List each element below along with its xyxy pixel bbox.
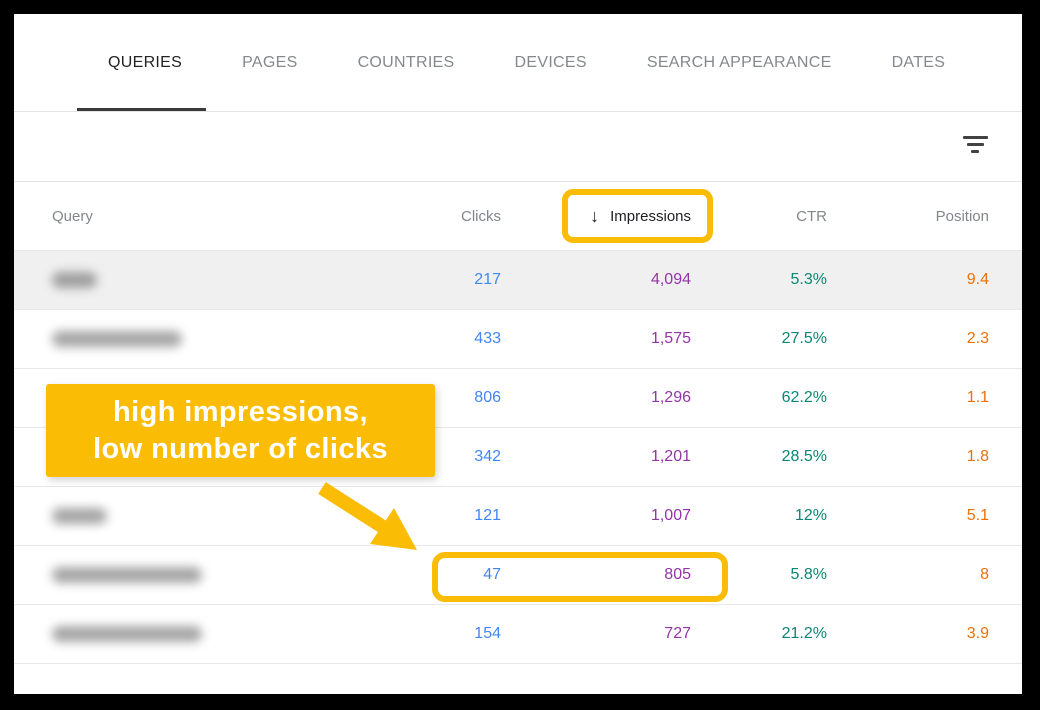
position-cell: 1.8 <box>966 448 989 465</box>
ctr-cell: 5.3% <box>790 271 827 288</box>
ctr-cell: 27.5% <box>781 330 827 347</box>
redacted-query-text <box>52 508 107 524</box>
table-row[interactable]: 121 1,007 12% 5.1 <box>14 487 1022 546</box>
tab-devices[interactable]: DEVICES <box>514 53 587 71</box>
query-cell <box>52 508 381 524</box>
query-cell <box>52 331 381 347</box>
report-tabs: QUERIES PAGES COUNTRIES DEVICES SEARCH APPEA… <box>14 14 1022 112</box>
table-toolbar <box>14 112 1022 182</box>
position-cell: 9.4 <box>966 271 989 288</box>
table-row[interactable]: 217 4,094 5.3% 9.4 <box>14 251 1022 310</box>
tab-pages[interactable]: PAGES <box>242 53 298 71</box>
clicks-cell: 806 <box>474 389 501 406</box>
redacted-query-text <box>52 626 202 642</box>
table-body: 217 4,094 5.3% 9.4 433 1,575 27.5% 2.3 8… <box>14 251 1022 664</box>
position-cell: 3.9 <box>966 625 989 642</box>
clicks-cell: 217 <box>474 271 501 288</box>
tab-queries[interactable]: QUERIES <box>108 53 183 71</box>
clicks-cell: 433 <box>474 330 501 347</box>
column-header-impressions-label: Impressions <box>610 207 691 225</box>
tab-countries[interactable]: COUNTRIES <box>357 53 455 71</box>
ctr-cell: 28.5% <box>781 448 827 465</box>
clicks-cell: 154 <box>474 625 501 642</box>
impressions-cell: 1,007 <box>650 507 691 524</box>
redacted-query-text <box>52 567 202 583</box>
active-tab-indicator <box>77 108 206 111</box>
column-header-query[interactable]: Query <box>52 207 93 225</box>
redacted-query-text <box>52 331 182 347</box>
table-header-row: Query Clicks ↓ Impressions CTR Position <box>14 182 1022 251</box>
position-cell: 8 <box>980 566 989 583</box>
table-row[interactable]: 47 805 5.8% 8 <box>14 546 1022 605</box>
sort-descending-icon: ↓ <box>590 205 600 226</box>
tab-search-appearance[interactable]: SEARCH APPEARANCE <box>646 53 832 71</box>
table-row[interactable]: 806 1,296 62.2% 1.1 <box>14 369 1022 428</box>
ctr-cell: 5.8% <box>790 566 827 583</box>
impressions-cell: 1,575 <box>650 330 691 347</box>
annotation-line-1: high impressions, <box>113 395 368 428</box>
query-cell <box>52 272 381 288</box>
clicks-cell: 342 <box>474 448 501 465</box>
impressions-cell: 727 <box>664 625 691 642</box>
annotation-callout: high impressions, low number of clicks <box>46 384 435 477</box>
impressions-cell: 805 <box>664 566 691 583</box>
ctr-cell: 62.2% <box>781 389 827 406</box>
column-header-clicks[interactable]: Clicks <box>461 207 501 225</box>
column-header-impressions[interactable]: ↓ Impressions <box>501 206 691 227</box>
position-cell: 1.1 <box>966 389 989 406</box>
query-cell <box>52 567 381 583</box>
clicks-cell: 47 <box>483 566 501 583</box>
tab-dates[interactable]: DATES <box>891 53 946 71</box>
search-console-panel: QUERIES PAGES COUNTRIES DEVICES SEARCH APPEA… <box>14 14 1022 694</box>
query-cell <box>52 626 381 642</box>
clicks-cell: 121 <box>474 507 501 524</box>
annotation-line-2: low number of clicks <box>93 432 388 465</box>
ctr-cell: 21.2% <box>781 625 827 642</box>
impressions-cell: 1,296 <box>650 389 691 406</box>
column-header-position[interactable]: Position <box>935 207 989 225</box>
impressions-cell: 4,094 <box>650 271 691 288</box>
table-row[interactable]: 154 727 21.2% 3.9 <box>14 605 1022 664</box>
table-row[interactable]: 433 1,575 27.5% 2.3 <box>14 310 1022 369</box>
impressions-cell: 1,201 <box>650 448 691 465</box>
redacted-query-text <box>52 272 97 288</box>
column-header-ctr[interactable]: CTR <box>796 207 827 225</box>
table-row[interactable]: 342 1,201 28.5% 1.8 <box>14 428 1022 487</box>
position-cell: 2.3 <box>966 330 989 347</box>
filter-icon[interactable] <box>962 136 988 156</box>
ctr-cell: 12% <box>794 507 827 524</box>
position-cell: 5.1 <box>966 507 989 524</box>
